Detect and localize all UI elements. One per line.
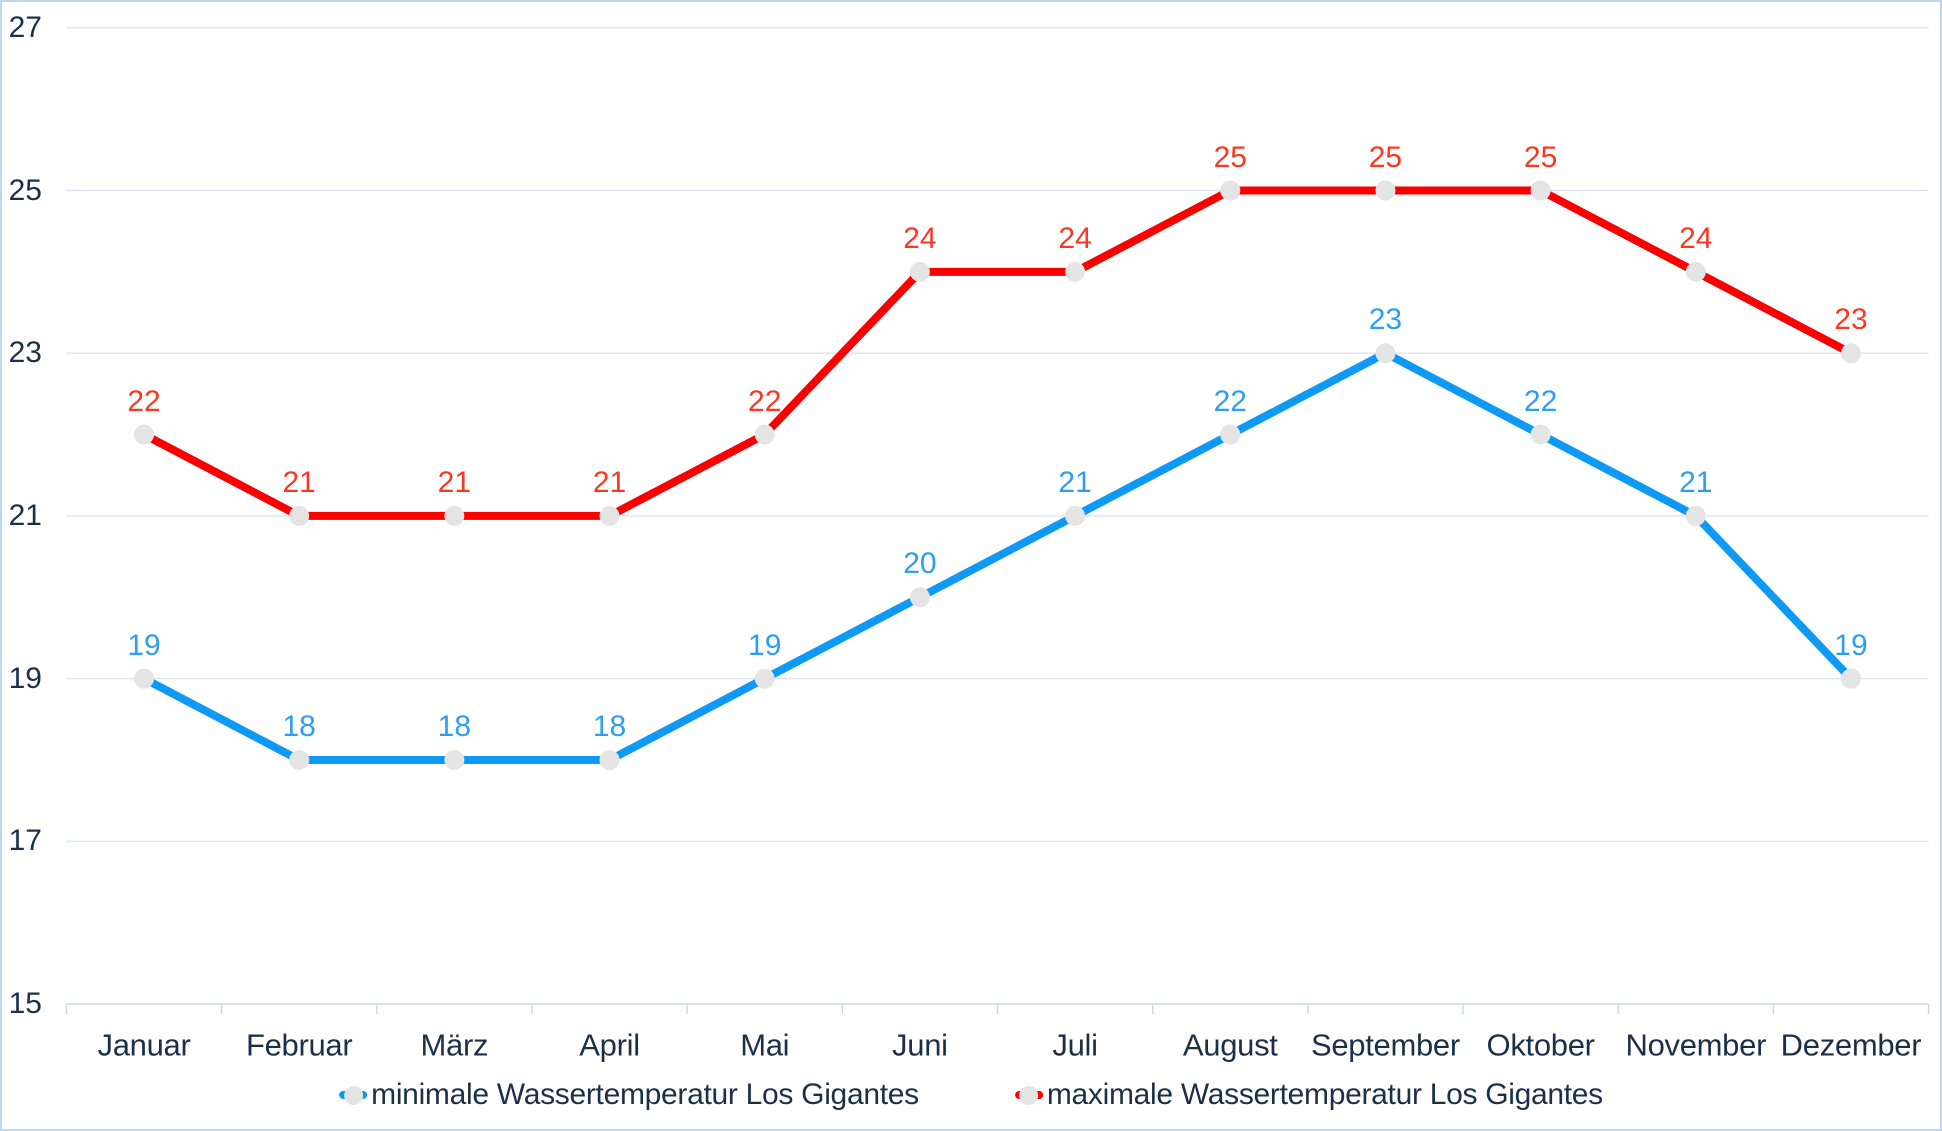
data-point-marker [1220,180,1241,201]
y-axis-label: 15 [8,987,42,1020]
data-label-min: 20 [903,547,937,581]
data-point-marker [1375,343,1396,364]
x-axis-label: Januar [97,1027,191,1063]
data-label-min: 22 [1213,384,1247,418]
data-label-max: 21 [592,465,627,499]
data-point-marker [1375,180,1396,201]
data-label-max: 23 [1834,303,1868,337]
y-axis-label: 17 [8,824,42,858]
data-point-marker [599,505,620,526]
data-point-marker [599,749,620,770]
data-label-min: 18 [592,709,627,743]
x-axis-label: Juli [1052,1027,1098,1063]
y-axis-label: 25 [8,173,42,207]
data-label-max: 25 [1368,140,1403,174]
x-axis-label: Oktober [1486,1027,1595,1063]
x-axis-label: Februar [245,1027,353,1063]
data-label-max: 21 [282,465,316,499]
legend-line-marker-max-icon [1014,1085,1043,1105]
data-label-max: 25 [1523,140,1558,174]
x-axis-label: September [1310,1027,1460,1063]
x-axis-label: Mai [740,1027,790,1063]
x-axis-label: April [579,1027,640,1063]
data-point-marker [134,424,154,445]
y-axis-label: 19 [8,661,42,695]
series-line-max [140,186,1855,520]
data-label-max: 21 [437,465,472,499]
data-label-min: 21 [1679,465,1713,499]
x-axis-label: August [1182,1027,1278,1063]
data-point-marker [1840,668,1861,689]
data-point-marker [289,749,310,770]
data-label-max: 25 [1213,140,1247,174]
series-line-min [140,349,1855,764]
data-point-marker [909,587,930,608]
data-label-min: 21 [1058,465,1092,499]
data-label-min: 19 [748,628,782,662]
data-point-marker [754,424,775,445]
data-point-marker [1840,343,1861,364]
x-axis-label: November [1625,1027,1767,1063]
y-axis-label: 23 [8,336,42,370]
data-label-max: 22 [748,384,782,418]
data-label-min: 19 [1834,628,1868,662]
data-point-marker [134,668,154,689]
data-label-max: 24 [1679,221,1713,255]
data-point-marker [754,668,775,689]
data-point-marker [1530,180,1551,201]
data-point-marker [289,505,310,526]
data-point-marker [1685,261,1706,282]
x-axis-label: Dezember [1780,1027,1922,1063]
data-label-max: 24 [1058,221,1092,255]
data-label-min: 23 [1368,303,1403,337]
legend-item-max-temperature: maximale Wassertemperatur Los Gigantes [1014,1078,1603,1111]
data-label-min: 22 [1523,384,1558,418]
legend: minimale Wassertemperatur Los Gigantes m… [339,1080,1603,1110]
data-point-marker [444,505,465,526]
data-label-min: 19 [127,628,161,662]
data-label-max: 22 [127,384,161,418]
data-label-min: 18 [282,709,316,743]
data-point-marker [1220,424,1241,445]
data-point-marker [444,749,465,770]
y-axis-label: 21 [8,498,42,532]
y-axis-label: 27 [8,10,42,44]
legend-label-min-temperature: minimale Wassertemperatur Los Gigantes [371,1078,919,1111]
data-label-max: 24 [903,221,937,255]
x-axis-label: März [420,1027,489,1063]
legend-item-min-temperature: minimale Wassertemperatur Los Gigantes [339,1080,919,1110]
data-point-marker [1065,261,1086,282]
legend-label-max-temperature: maximale Wassertemperatur Los Gigantes [1046,1078,1603,1111]
data-point-marker [1685,505,1706,526]
data-label-min: 18 [437,709,472,743]
data-point-marker [1530,424,1551,445]
legend-line-marker-min-icon [339,1085,368,1105]
data-point-marker [909,261,930,282]
data-point-marker [1065,505,1086,526]
x-axis-label: Juni [892,1027,948,1063]
